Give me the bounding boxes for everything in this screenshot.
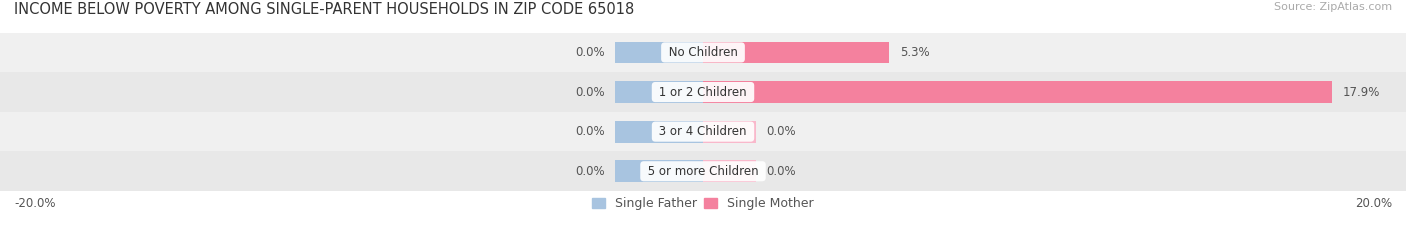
Bar	[0, 33, 1406, 72]
Text: INCOME BELOW POVERTY AMONG SINGLE-PARENT HOUSEHOLDS IN ZIP CODE 65018: INCOME BELOW POVERTY AMONG SINGLE-PARENT…	[14, 2, 634, 17]
Bar	[616, 160, 703, 182]
Bar	[0, 112, 1406, 151]
Bar	[703, 81, 1333, 103]
Text: 0.0%: 0.0%	[575, 46, 605, 59]
Text: 0.0%: 0.0%	[766, 125, 796, 138]
Bar	[0, 72, 1406, 112]
Text: 20.0%: 20.0%	[1355, 197, 1392, 210]
Text: 0.0%: 0.0%	[766, 165, 796, 178]
Text: 0.0%: 0.0%	[575, 165, 605, 178]
Bar	[616, 121, 703, 143]
Bar	[0, 151, 1406, 191]
Bar	[616, 41, 703, 63]
Text: 5.3%: 5.3%	[900, 46, 929, 59]
Text: No Children: No Children	[665, 46, 741, 59]
Text: 0.0%: 0.0%	[575, 125, 605, 138]
Text: 1 or 2 Children: 1 or 2 Children	[655, 86, 751, 99]
Bar	[703, 41, 889, 63]
Text: 5 or more Children: 5 or more Children	[644, 165, 762, 178]
Legend: Single Father, Single Mother: Single Father, Single Mother	[592, 197, 814, 210]
Text: 17.9%: 17.9%	[1343, 86, 1381, 99]
Bar	[703, 160, 756, 182]
Text: -20.0%: -20.0%	[14, 197, 56, 210]
Bar	[616, 81, 703, 103]
Bar	[703, 121, 756, 143]
Text: Source: ZipAtlas.com: Source: ZipAtlas.com	[1274, 2, 1392, 12]
Text: 0.0%: 0.0%	[575, 86, 605, 99]
Text: 3 or 4 Children: 3 or 4 Children	[655, 125, 751, 138]
